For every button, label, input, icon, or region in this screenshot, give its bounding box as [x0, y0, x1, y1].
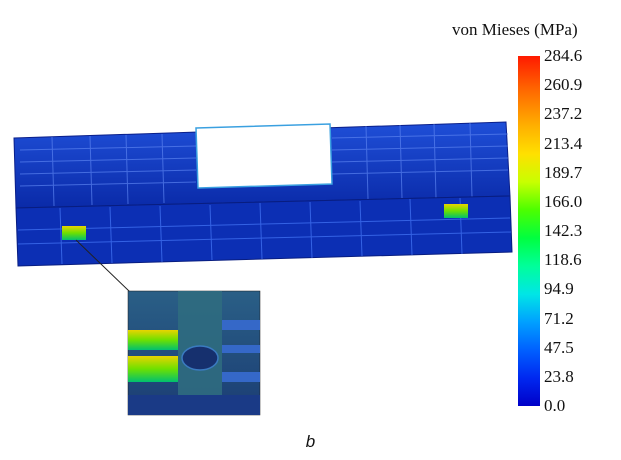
colorbar-tick-label: 260.9	[544, 75, 583, 95]
zoom-inset	[127, 290, 261, 416]
girder-top-opening	[195, 123, 333, 189]
stress-colorbar	[518, 56, 540, 406]
colorbar-tick-label: 189.7	[544, 162, 583, 182]
inset-leader-line	[75, 239, 131, 293]
colorbar-tick-label: 142.3	[544, 221, 583, 240]
colorbar-tick-label: 71.2	[544, 308, 574, 328]
colorbar-tick-label: 94.9	[544, 279, 574, 299]
colorbar-tick-label: 47.5	[544, 337, 574, 357]
colorbar-tick-label: 284.6	[544, 46, 583, 65]
colorbar-tick-labels: 284.6 260.9 237.2 213.4 189.7 166.0 142.3 118.6…	[544, 46, 620, 415]
colorbar-tick-label: 166.0	[544, 191, 583, 211]
girder-top-panels	[19, 122, 509, 207]
girder-model	[13, 121, 513, 267]
stress-hotspot-left	[62, 226, 86, 240]
colorbar-tick-label: 0.0	[544, 396, 566, 415]
girder-side-face	[15, 195, 513, 267]
colorbar-tick-label: 23.8	[544, 366, 574, 386]
colorbar-tick-label: 213.4	[544, 133, 583, 153]
colorbar-title: von Mieses (MPa)	[452, 20, 578, 39]
girder-side-ribs	[17, 197, 512, 265]
panel-label: b	[305, 432, 316, 451]
colorbar-tick-label: 118.6	[544, 250, 582, 270]
colorbar-tick-label: 237.2	[544, 104, 583, 124]
stress-hotspot-right	[444, 204, 468, 218]
